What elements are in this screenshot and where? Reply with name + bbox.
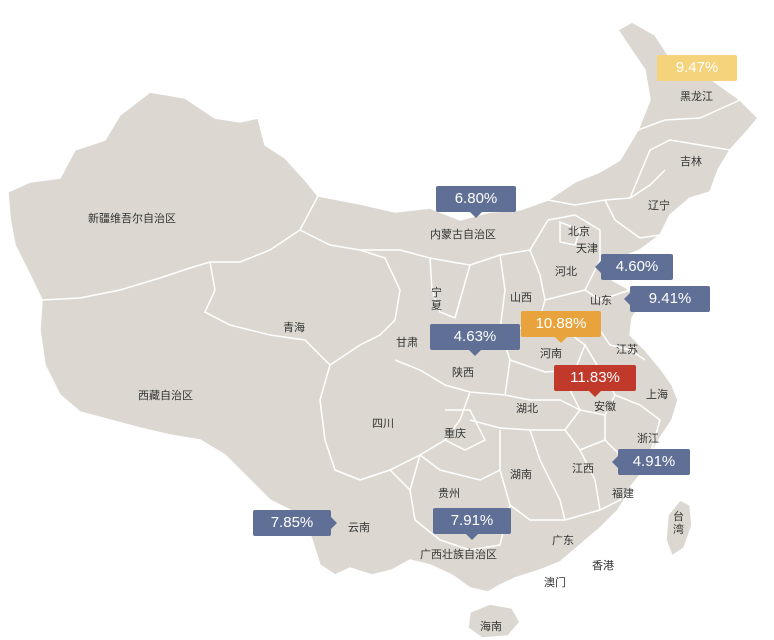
border-guizhou (419, 430, 501, 481)
badge-pointer (466, 534, 478, 540)
china-landmass (7, 21, 760, 639)
label-ningxia: 宁夏 (431, 286, 442, 312)
label-guangdong: 广东 (552, 534, 574, 547)
badge-pointer (595, 261, 601, 273)
label-sichuan: 四川 (372, 417, 394, 430)
label-beijing: 北京 (568, 225, 590, 238)
badge-shaanxi: 4.63% (430, 324, 520, 356)
label-gansu: 甘肃 (396, 336, 418, 349)
badge-guangxi-value: 7.91% (450, 512, 494, 529)
badge-yunnan-value: 7.85% (270, 514, 314, 531)
badge-neimenggu-value: 6.80% (454, 190, 498, 207)
hainan-shape (467, 603, 521, 639)
badge-yunnan: 7.85% (253, 510, 337, 536)
label-shandong: 山东 (590, 294, 612, 307)
label-taiwan: 台湾 (673, 510, 684, 536)
label-anhui: 安徽 (594, 400, 616, 413)
label-shanghai: 上海 (646, 388, 668, 401)
label-zhejiang: 浙江 (637, 432, 659, 445)
border-heilongjiang (637, 99, 741, 131)
badge-pointer (555, 337, 567, 343)
label-hunan: 湖南 (510, 468, 532, 481)
label-guizhou: 贵州 (438, 487, 460, 500)
label-xizang: 西藏自治区 (138, 389, 193, 402)
label-neimenggu: 内蒙古自治区 (430, 228, 496, 241)
label-henan: 河南 (540, 347, 562, 360)
badge-henan: 10.88% (521, 311, 601, 343)
border-shandong (584, 289, 631, 301)
border-nm-ne (547, 169, 666, 206)
label-jilin: 吉林 (680, 155, 702, 168)
border-qinghai-gansu (299, 229, 401, 366)
border-jilin (629, 139, 731, 199)
badge-shaanxi-value: 4.63% (453, 328, 497, 345)
label-hainan: 海南 (480, 620, 502, 633)
badge-anhui: 11.83% (554, 365, 636, 397)
border-xinjiang (41, 195, 319, 301)
label-hubei: 湖北 (516, 402, 538, 415)
label-heilongjiang: 黑龙江 (680, 90, 713, 103)
label-xianggang: 香港 (592, 559, 614, 572)
border-hubei (469, 394, 582, 431)
badge-pointer (612, 456, 618, 468)
badge-pointer (331, 517, 337, 529)
badge-anhui-value: 11.83% (570, 369, 620, 386)
label-tianjin: 天津 (576, 242, 598, 255)
label-yunnan: 云南 (348, 521, 370, 534)
label-chongqing: 重庆 (444, 427, 466, 440)
label-jiangsu: 江苏 (616, 343, 638, 356)
border-beijing (559, 220, 581, 246)
badge-neimenggu: 6.80% (436, 186, 516, 218)
label-shanxi: 山西 (510, 291, 532, 304)
border-liaoning (604, 199, 661, 239)
label-aomen: 澳门 (544, 576, 566, 589)
badge-heilongjiang-value: 9.47% (675, 59, 719, 76)
border-yunnan (334, 469, 411, 491)
border-tibet-qinghai (204, 261, 331, 366)
badge-zhejiang: 4.91% (612, 449, 690, 475)
label-xinjiang: 新疆维吾尔自治区 (88, 212, 176, 225)
border-guangdong (499, 469, 601, 521)
badge-henan-value: 10.88% (535, 315, 587, 332)
badge-hebei-value: 4.60% (615, 258, 659, 275)
badge-pointer (470, 212, 482, 218)
label-qinghai: 青海 (283, 321, 305, 334)
badge-heilongjiang: 9.47% (657, 55, 737, 81)
badge-shandong-value: 9.41% (648, 290, 692, 307)
badge-pointer (624, 293, 630, 305)
badge-hebei: 4.60% (595, 254, 673, 280)
taiwan-shape (665, 499, 693, 558)
badge-pointer (469, 350, 481, 356)
border-chongqing (444, 409, 487, 451)
badge-zhejiang-value: 4.91% (632, 453, 676, 470)
badge-shandong: 9.41% (624, 286, 710, 312)
label-guangxi: 广西壮族自治区 (420, 548, 497, 561)
label-liaoning: 辽宁 (648, 199, 670, 212)
label-jiangxi: 江西 (572, 462, 594, 475)
badge-pointer (589, 391, 601, 397)
label-shaanxi: 陕西 (452, 366, 474, 379)
label-fujian: 福建 (612, 487, 634, 500)
badge-guangxi: 7.91% (433, 508, 511, 540)
label-hebei: 河北 (555, 265, 577, 278)
